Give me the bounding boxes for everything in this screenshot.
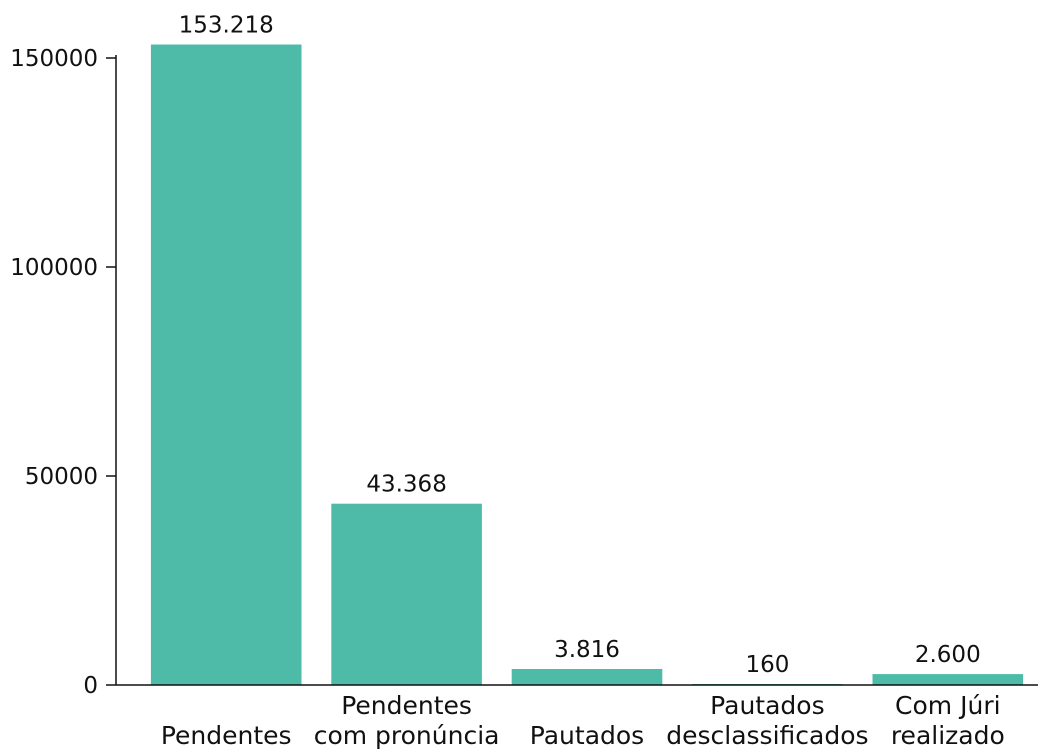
category-label-3-0: Pautados	[710, 691, 824, 720]
data-label-2: 3.816	[554, 637, 620, 663]
bar-1	[331, 503, 482, 685]
data-label-4: 2.600	[915, 642, 981, 668]
bars-group	[150, 44, 1024, 685]
category-label-4-1: realizado	[891, 721, 1005, 749]
data-label-0: 153.218	[179, 13, 274, 39]
y-tick-label-0: 0	[83, 673, 98, 699]
category-label-3-1: desclassificados	[666, 721, 868, 749]
data-label-1: 43.368	[366, 472, 446, 498]
y-axis-tick-labels: 0 50000 100000 150000	[10, 46, 98, 699]
bar-4	[872, 674, 1024, 685]
bar-2	[511, 669, 663, 685]
category-label-0-0: Pendentes	[161, 721, 292, 749]
y-axis-ticks	[106, 57, 116, 686]
y-tick-label-3: 150000	[10, 46, 98, 72]
category-label-4-0: Com Júri	[895, 691, 1001, 720]
data-label-3: 160	[745, 652, 789, 678]
y-tick-label-1: 50000	[25, 464, 98, 490]
data-labels: 153.218 43.368 3.816 160 2.600	[179, 13, 981, 679]
category-label-2-0: Pautados	[530, 721, 644, 749]
category-label-1-0: Pendentes	[341, 691, 472, 720]
category-label-1-1: com pronúncia	[314, 721, 500, 749]
bar-0	[150, 44, 302, 685]
y-tick-label-2: 100000	[10, 255, 98, 281]
